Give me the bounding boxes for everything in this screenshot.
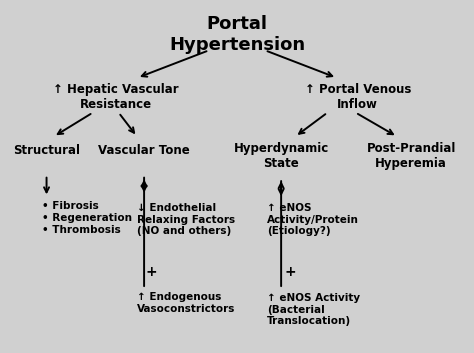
Text: Hyperdynamic
State: Hyperdynamic State xyxy=(234,142,329,170)
Text: ↑ eNOS
Activity/Protein
(Etiology?): ↑ eNOS Activity/Protein (Etiology?) xyxy=(267,203,359,237)
Text: Post-Prandial
Hyperemia: Post-Prandial Hyperemia xyxy=(366,142,456,170)
Text: ↑ Portal Venous
Inflow: ↑ Portal Venous Inflow xyxy=(305,83,411,111)
Text: Portal
Hypertension: Portal Hypertension xyxy=(169,15,305,54)
Text: ↑ eNOS Activity
(Bacterial
Translocation): ↑ eNOS Activity (Bacterial Translocation… xyxy=(267,293,360,326)
Text: ↓ Endothelial
Relaxing Factors
(NO and others): ↓ Endothelial Relaxing Factors (NO and o… xyxy=(137,203,235,237)
Text: • Fibrosis
• Regeneration
• Thrombosis: • Fibrosis • Regeneration • Thrombosis xyxy=(42,202,132,235)
Text: Structural: Structural xyxy=(13,144,80,157)
Text: Vascular Tone: Vascular Tone xyxy=(98,144,190,157)
Text: ↑ Endogenous
Vasoconstrictors: ↑ Endogenous Vasoconstrictors xyxy=(137,292,236,313)
Text: +: + xyxy=(145,265,157,279)
Text: +: + xyxy=(284,265,296,279)
Text: ↑ Hepatic Vascular
Resistance: ↑ Hepatic Vascular Resistance xyxy=(54,83,179,111)
